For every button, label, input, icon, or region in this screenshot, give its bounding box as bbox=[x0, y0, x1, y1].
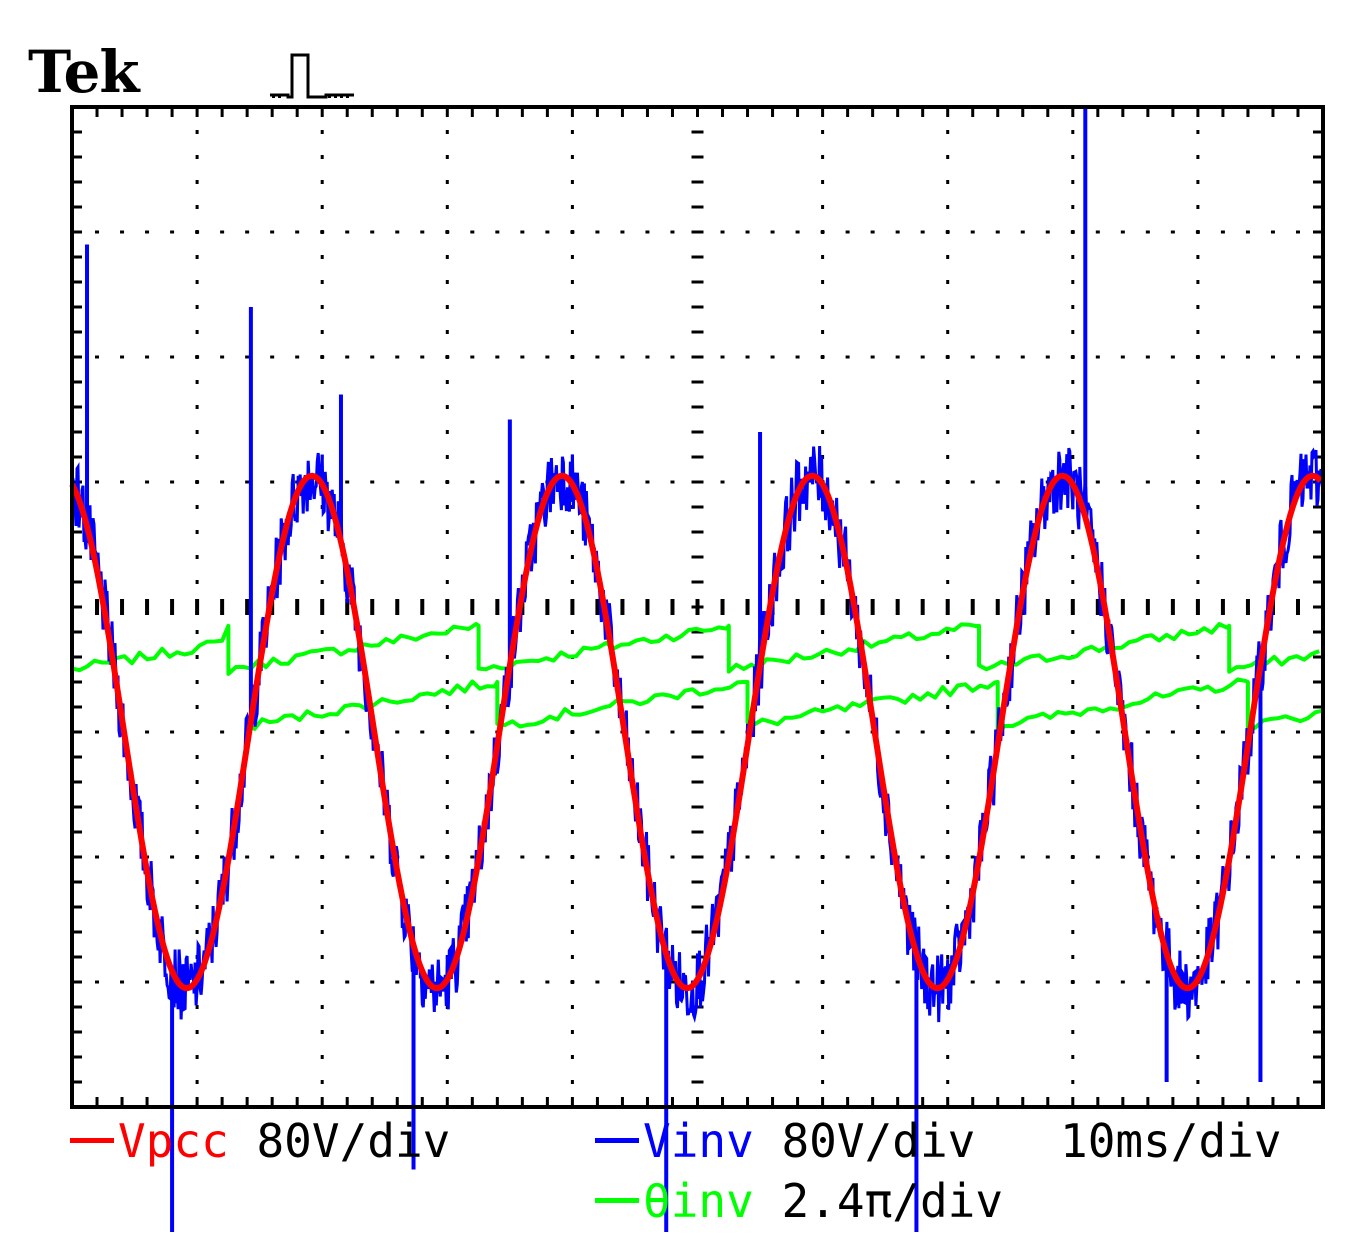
legend-vpcc: Vpcc 80V/div bbox=[70, 1118, 450, 1164]
brand-logo: Tek bbox=[28, 38, 140, 106]
legend-vinv: Vinv 80V/div bbox=[595, 1118, 975, 1164]
vpcc-trough-1 bbox=[419, 968, 426, 975]
legend-theta-inv-swatch bbox=[595, 1198, 639, 1203]
graticule-frame bbox=[70, 105, 1325, 1109]
grid-hline-3 bbox=[95, 480, 1325, 484]
trigger-status-icon bbox=[270, 53, 354, 99]
legend-vinv-scale: 80V/div bbox=[781, 1114, 976, 1168]
legend-vinv-swatch bbox=[595, 1138, 639, 1143]
vpcc-trough-3 bbox=[919, 968, 926, 975]
legend-vpcc-scale: 80V/div bbox=[256, 1114, 451, 1168]
vpcc-peak-4 bbox=[1294, 489, 1301, 496]
time-scale: 10ms/div bbox=[1060, 1114, 1282, 1168]
grid-hline-2 bbox=[95, 355, 1325, 359]
vpcc-peak-2 bbox=[794, 489, 801, 496]
vpcc-trough-0 bbox=[169, 968, 176, 975]
legend-vpcc-label: Vpcc bbox=[118, 1114, 229, 1168]
legend-theta-inv-label: θinv bbox=[643, 1174, 754, 1228]
theta-inv-ramp-b bbox=[246, 677, 1324, 733]
trace-vpcc bbox=[69, 472, 1323, 992]
graticule bbox=[72, 107, 1325, 1107]
legend-vpcc-swatch bbox=[70, 1138, 114, 1143]
legend-theta-inv-scale: 2.4π/div bbox=[781, 1174, 1004, 1228]
vpcc-peak-3 bbox=[1044, 489, 1051, 496]
grid-hline-1 bbox=[95, 230, 1325, 234]
center-horizontal-axis bbox=[95, 599, 1325, 615]
grid-hline-5 bbox=[95, 730, 1325, 734]
legend-vinv-label: Vinv bbox=[643, 1114, 754, 1168]
vpcc-trough-2 bbox=[669, 968, 676, 975]
vpcc-waveform bbox=[69, 472, 1323, 992]
vpcc-trough-4 bbox=[1169, 968, 1176, 975]
legend-theta-inv: θinv 2.4π/div bbox=[595, 1178, 1003, 1224]
vpcc-peak-0 bbox=[294, 489, 301, 496]
vpcc-peak-1 bbox=[544, 489, 551, 496]
grid-hline-7 bbox=[95, 980, 1325, 984]
